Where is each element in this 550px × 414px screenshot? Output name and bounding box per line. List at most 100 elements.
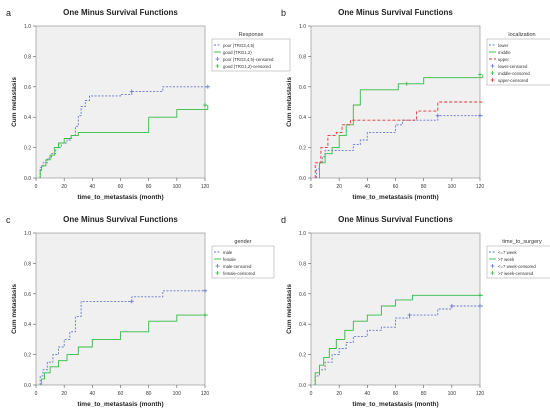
y-axis-label: Cum metastasis	[286, 77, 293, 127]
series-line-2	[314, 101, 483, 178]
legend-label: >7 week	[498, 257, 515, 262]
plot-area	[35, 232, 206, 386]
chart-title: One Minus Survival Functions	[338, 8, 453, 17]
y-tick-label: 1.0	[299, 24, 306, 30]
censor-mark	[129, 89, 134, 94]
censor-mark	[129, 299, 134, 304]
x-tick-label: 120	[201, 391, 210, 397]
legend-censor-marker	[215, 271, 220, 275]
x-tick-label: 80	[146, 184, 152, 190]
legend-label: middle-censored	[498, 71, 530, 76]
series-line-1	[39, 105, 209, 178]
chart-title: One Minus Survival Functions	[63, 8, 178, 17]
legend-title: localization	[508, 32, 535, 38]
x-tick-label: 100	[173, 184, 182, 190]
censor-mark	[478, 72, 482, 77]
y-axis-label: Cum metastasis	[286, 284, 293, 334]
y-tick-label: 0.8	[299, 54, 306, 60]
series-line-1	[41, 314, 208, 385]
legend-label: good (TRG1,2)	[223, 50, 252, 55]
y-tick-label: 0.8	[299, 261, 306, 267]
legend-censor-marker	[215, 64, 220, 68]
chart-panel-c: c One Minus Survival Functions 0.0 0.2 0.4 0.…	[6, 215, 275, 408]
series-line-1	[319, 74, 484, 178]
x-tick-label: 40	[365, 184, 371, 190]
x-tick-label: 0	[310, 391, 313, 397]
censor-mark	[407, 313, 412, 318]
x-axis-label: time_to_metastasis (month)	[77, 194, 163, 201]
y-tick-label: 0.8	[24, 54, 31, 60]
x-tick-label: 60	[118, 184, 124, 190]
legend-censor-marker	[490, 64, 495, 68]
x-tick-label: 60	[393, 184, 399, 190]
censor-mark	[203, 288, 207, 293]
series-line-0	[314, 305, 483, 385]
y-tick-label: 1.0	[299, 231, 306, 237]
x-tick-label: 20	[61, 391, 67, 397]
legend-label: <=7 week	[498, 250, 517, 255]
y-tick-label: 0.6	[299, 292, 306, 298]
censor-mark	[205, 84, 210, 89]
y-tick-label: 0.4	[299, 322, 306, 328]
chart-panel-a: a One Minus Survival Functions 0.0 0.2 0.4 0.…	[6, 8, 291, 201]
x-tick-label: 40	[90, 391, 96, 397]
x-tick-label: 20	[61, 184, 67, 190]
legend-label: upper-censored	[498, 78, 529, 83]
legend-label: <=7 week-censored	[498, 264, 536, 269]
x-tick-label: 120	[201, 184, 210, 190]
y-tick-label: 0.2	[299, 146, 306, 152]
legend-censor-marker	[215, 264, 220, 268]
x-tick-label: 80	[146, 391, 152, 397]
legend-label: upper	[498, 57, 510, 62]
x-tick-label: 120	[476, 184, 485, 190]
x-tick-label: 20	[336, 391, 342, 397]
chart-panel-d: d One Minus Survival Functions 0.0 0.2 0.4 0.…	[281, 215, 550, 408]
legend-censor-marker	[490, 264, 495, 268]
x-tick-label: 40	[365, 391, 371, 397]
y-axis-label: Cum metastasis	[11, 284, 18, 334]
panel-letter: b	[281, 8, 286, 18]
y-tick-label: 0.8	[24, 261, 31, 267]
legend-label: lower	[498, 43, 509, 48]
legend-label: female	[223, 257, 237, 262]
x-tick-label: 60	[118, 391, 124, 397]
y-tick-label: 0.6	[24, 85, 31, 91]
y-tick-label: 0.4	[24, 115, 31, 121]
series-line-0	[39, 86, 208, 178]
legend-title: gender	[234, 239, 251, 245]
chart-title: One Minus Survival Functions	[63, 215, 178, 224]
legend-label: male-censored	[223, 264, 252, 269]
y-tick-label: 0.0	[24, 383, 31, 389]
legend-label: female-censored	[223, 271, 256, 276]
chart-title: One Minus Survival Functions	[338, 215, 453, 224]
y-tick-label: 0.2	[299, 353, 306, 359]
legend-box	[486, 38, 550, 86]
y-tick-label: 0.0	[299, 383, 306, 389]
legend-censor-marker	[215, 57, 220, 61]
legend-label: male	[223, 250, 233, 255]
x-axis-label: time_to_metastasis (month)	[77, 401, 163, 408]
series-line-1	[314, 294, 483, 385]
x-tick-label: 120	[476, 391, 485, 397]
panel-letter: a	[6, 8, 11, 18]
legend-label: poor (TRG3,4,5)	[223, 43, 255, 48]
x-tick-label: 60	[393, 391, 399, 397]
series-line-0	[316, 115, 483, 178]
x-tick-label: 80	[421, 184, 427, 190]
legend-censor-marker	[490, 71, 495, 75]
legend-label: good (TRG1,2)-censored	[223, 64, 271, 69]
panel-letter: d	[281, 215, 286, 225]
x-axis-label: time_to_metastasis (month)	[352, 194, 438, 201]
censor-mark	[203, 313, 207, 318]
y-tick-label: 0.2	[24, 353, 31, 359]
plot-area	[310, 232, 481, 386]
y-tick-label: 1.0	[24, 24, 31, 30]
censor-mark	[449, 303, 454, 308]
legend-title: time_to_surgery	[502, 239, 542, 245]
chart-panel-b: b One Minus Survival Functions 0.0 0.2 0.4 0.…	[281, 8, 550, 201]
censor-mark	[478, 293, 482, 298]
censor-mark	[404, 81, 409, 86]
x-axis-label: time_to_metastasis (month)	[352, 401, 438, 408]
censor-mark	[435, 113, 440, 118]
